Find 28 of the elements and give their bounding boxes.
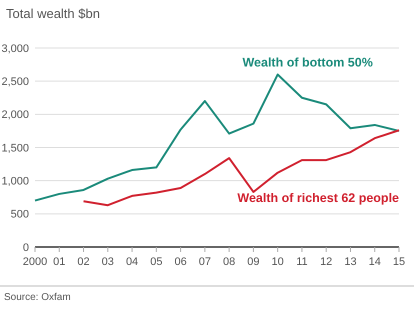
text: Wealth of bottom 50% [242, 56, 373, 70]
x-tick-label: 07 [198, 256, 211, 268]
chart-title: Total wealth $bn [6, 6, 100, 21]
y-tick-label: 2,500 [1, 76, 29, 88]
line-series [82, 129, 400, 206]
x-tick-label: 10 [272, 256, 284, 268]
x-tick-label: 12 [320, 256, 332, 268]
x-tick-label: 05 [150, 256, 162, 268]
y-tick-label: 1,000 [1, 176, 29, 188]
series-label: Wealth of richest 62 people [237, 190, 400, 205]
x-tick-label: 08 [223, 256, 236, 268]
x-tick-label: 2000 [22, 256, 48, 268]
x-tick-label: 11 [296, 256, 308, 268]
x-tick-label: 14 [368, 256, 381, 268]
y-tick-label: 500 [10, 208, 29, 221]
x-tick-label: 06 [174, 256, 187, 268]
x-tick-label: 04 [126, 256, 138, 268]
y-tick-label: 0 [22, 242, 29, 254]
y-tick-label: 2,000 [1, 109, 29, 122]
source-note: Source: Oxfam [4, 292, 71, 303]
x-tick-label: 02 [77, 256, 90, 268]
x-tick-label: 15 [392, 256, 406, 268]
y-tick-label: 3,000 [1, 42, 29, 55]
y-tick-label: 1,500 [1, 142, 29, 154]
x-tick-label: 09 [247, 256, 260, 268]
x-tick-label: 03 [102, 256, 114, 268]
x-tick-label: 01 [53, 256, 66, 268]
x-tick-label: 13 [344, 256, 357, 268]
